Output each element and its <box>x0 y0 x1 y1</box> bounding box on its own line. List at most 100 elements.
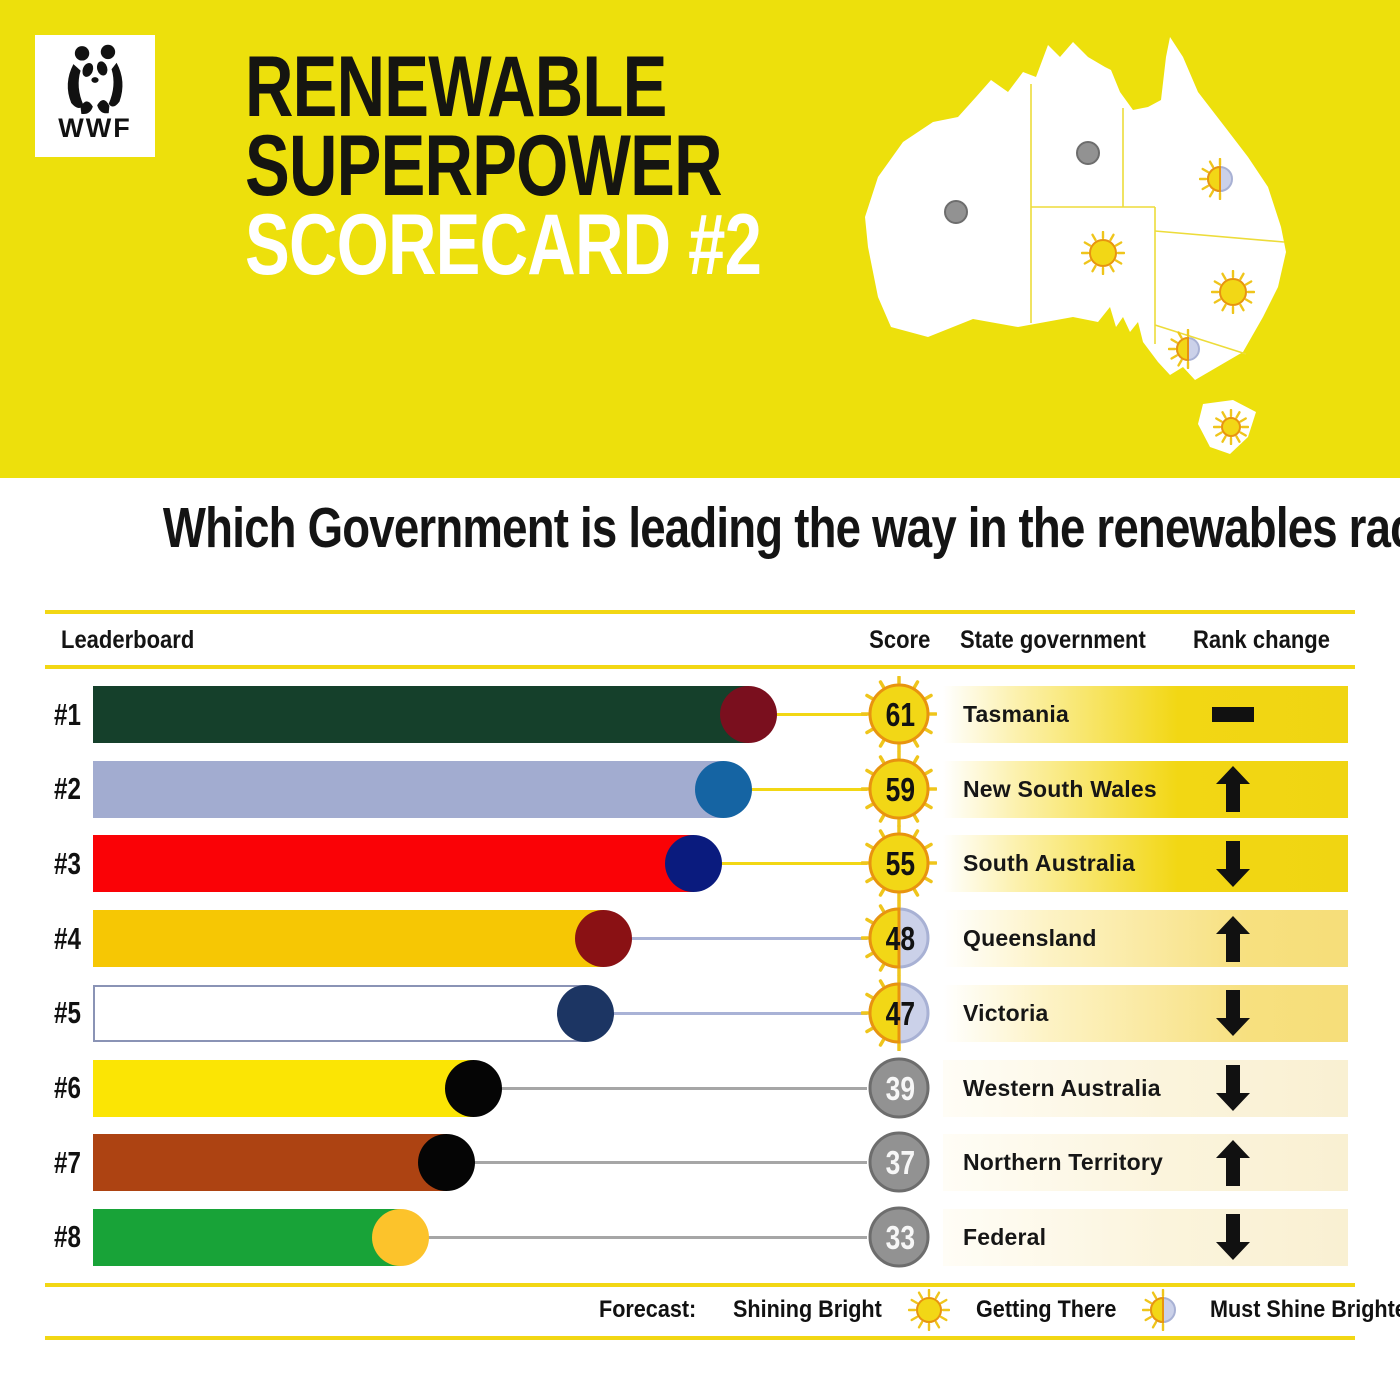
state-name: South Australia <box>963 850 1136 877</box>
victoria-forecast-icon <box>1167 328 1208 374</box>
tasmania-forecast-icon <box>1212 408 1250 450</box>
rank-label: #5 <box>53 995 81 1031</box>
column-header-score: Score <box>869 625 931 654</box>
up-arrow-icon <box>1216 766 1250 813</box>
title-line-2: SUPERPOWER <box>245 118 723 215</box>
wwf-logo: WWF <box>35 35 155 157</box>
rule-top <box>45 610 1355 614</box>
connector-line <box>693 862 867 866</box>
state-name: Queensland <box>963 925 1097 952</box>
panda-icon <box>67 44 123 115</box>
down-arrow-icon <box>1216 1065 1250 1111</box>
leaderboard-row: #5 47 Victoria <box>45 974 1355 1051</box>
rank-label: #6 <box>53 1070 81 1105</box>
score-value: 61 <box>885 696 915 733</box>
score-value: 39 <box>885 1069 915 1107</box>
legend-item: Shining Bright <box>733 1289 951 1331</box>
rank-change-icon <box>1209 761 1257 818</box>
northern-territory-forecast-icon <box>1068 133 1108 178</box>
wwf-logotype: WWF <box>58 113 132 143</box>
connector-line <box>723 787 867 791</box>
title-line-3: SCORECARD #2 <box>245 197 762 294</box>
rank-label: #7 <box>53 1144 81 1180</box>
state-cell: Federal <box>943 1208 1348 1266</box>
legend-item: Must Shine Brighter <box>1210 1289 1400 1331</box>
score-badge: 47 <box>861 974 939 1053</box>
up-arrow-icon <box>1216 1139 1250 1186</box>
bar-endcap <box>418 1134 475 1192</box>
rank-change-icon <box>1209 910 1257 967</box>
state-cell: Queensland <box>943 910 1348 968</box>
legend-items: Shining Bright Getting There Must Shine Br… <box>707 1289 1400 1331</box>
leaderboard-row: #2 59 New South Wales <box>45 750 1355 827</box>
south-australia-forecast-icon <box>1080 230 1126 280</box>
score-bar <box>93 760 723 818</box>
rank-change-icon <box>1209 1134 1257 1191</box>
state-cell: Tasmania <box>943 686 1348 743</box>
rank-change-icon <box>1209 835 1257 892</box>
header-band: WWF RENEWABLE SUPERPOWER SCORECARD #2 <box>0 0 1400 478</box>
bar-endcap <box>557 984 614 1042</box>
question-heading: Which Government is leading the way in t… <box>162 496 1400 560</box>
column-header-rank-change: Rank change <box>1193 625 1330 654</box>
score-badge: 37 <box>861 1124 939 1202</box>
bar-endcap <box>445 1059 502 1117</box>
score-bar <box>93 910 603 968</box>
connector-line <box>585 1011 867 1015</box>
score-bar <box>93 1208 400 1266</box>
rule-under-headers <box>45 665 1355 669</box>
state-cell: New South Wales <box>943 760 1348 818</box>
leaderboard-row: #3 55 South Australia <box>45 825 1355 902</box>
rank-change-icon <box>1209 985 1257 1042</box>
bar-endcap <box>372 1208 429 1266</box>
legend-item-label: Shining Bright <box>733 1296 882 1323</box>
getting-there-icon <box>1142 1289 1184 1331</box>
down-arrow-icon <box>1216 840 1250 887</box>
state-name: Northern Territory <box>963 1149 1163 1176</box>
rank-label: #3 <box>53 845 81 881</box>
score-value: 33 <box>885 1218 915 1256</box>
column-header-state-government: State government <box>960 625 1146 654</box>
connector-line <box>603 937 867 941</box>
rank-change-icon <box>1209 686 1257 743</box>
state-cell: South Australia <box>943 835 1348 893</box>
new-south-wales-forecast-icon <box>1210 269 1256 319</box>
queensland-forecast-icon <box>1198 157 1241 205</box>
score-value: 47 <box>885 994 915 1032</box>
leaderboard-row: #8 33 Federal <box>45 1206 1355 1268</box>
leaderboard-row: #6 39 Western Australia <box>45 1057 1355 1118</box>
legend-label: Forecast: <box>599 1296 697 1323</box>
score-badge: 61 <box>861 676 939 754</box>
state-name: Tasmania <box>963 701 1069 727</box>
rank-label: #4 <box>53 920 81 956</box>
score-value: 37 <box>885 1144 915 1182</box>
leaderboard-row: #7 37 Northern Territory <box>45 1131 1355 1193</box>
connector-line <box>748 713 867 716</box>
legend-item-label: Must Shine Brighter <box>1210 1296 1400 1323</box>
forecast-legend: Forecast: Shining Bright Getting There Mus… <box>599 1287 1400 1333</box>
legend-item: Getting There <box>976 1289 1184 1331</box>
western-australia-forecast-icon <box>936 192 976 237</box>
score-badge: 39 <box>861 1050 939 1128</box>
state-cell: Northern Territory <box>943 1134 1348 1192</box>
legend-item-label: Getting There <box>976 1296 1117 1323</box>
score-badge: 59 <box>861 750 939 829</box>
rank-change-icon <box>1209 1060 1257 1117</box>
score-bar <box>93 984 585 1042</box>
title-line-1: RENEWABLE <box>245 39 667 135</box>
bar-endcap <box>720 686 777 743</box>
leaderboard-row: #1 61 Tasmania <box>45 676 1355 752</box>
connector-line <box>400 1235 867 1239</box>
bar-endcap <box>695 760 752 818</box>
bar-endcap <box>575 910 632 968</box>
rank-label: #1 <box>53 696 81 732</box>
rule-bottom <box>45 1336 1355 1340</box>
connector-line <box>473 1086 867 1090</box>
score-badge: 55 <box>861 825 939 903</box>
score-value: 59 <box>885 770 915 808</box>
score-bar <box>93 1134 446 1192</box>
score-value: 48 <box>885 920 915 958</box>
up-arrow-icon <box>1216 915 1250 962</box>
shining-bright-icon <box>908 1289 951 1331</box>
